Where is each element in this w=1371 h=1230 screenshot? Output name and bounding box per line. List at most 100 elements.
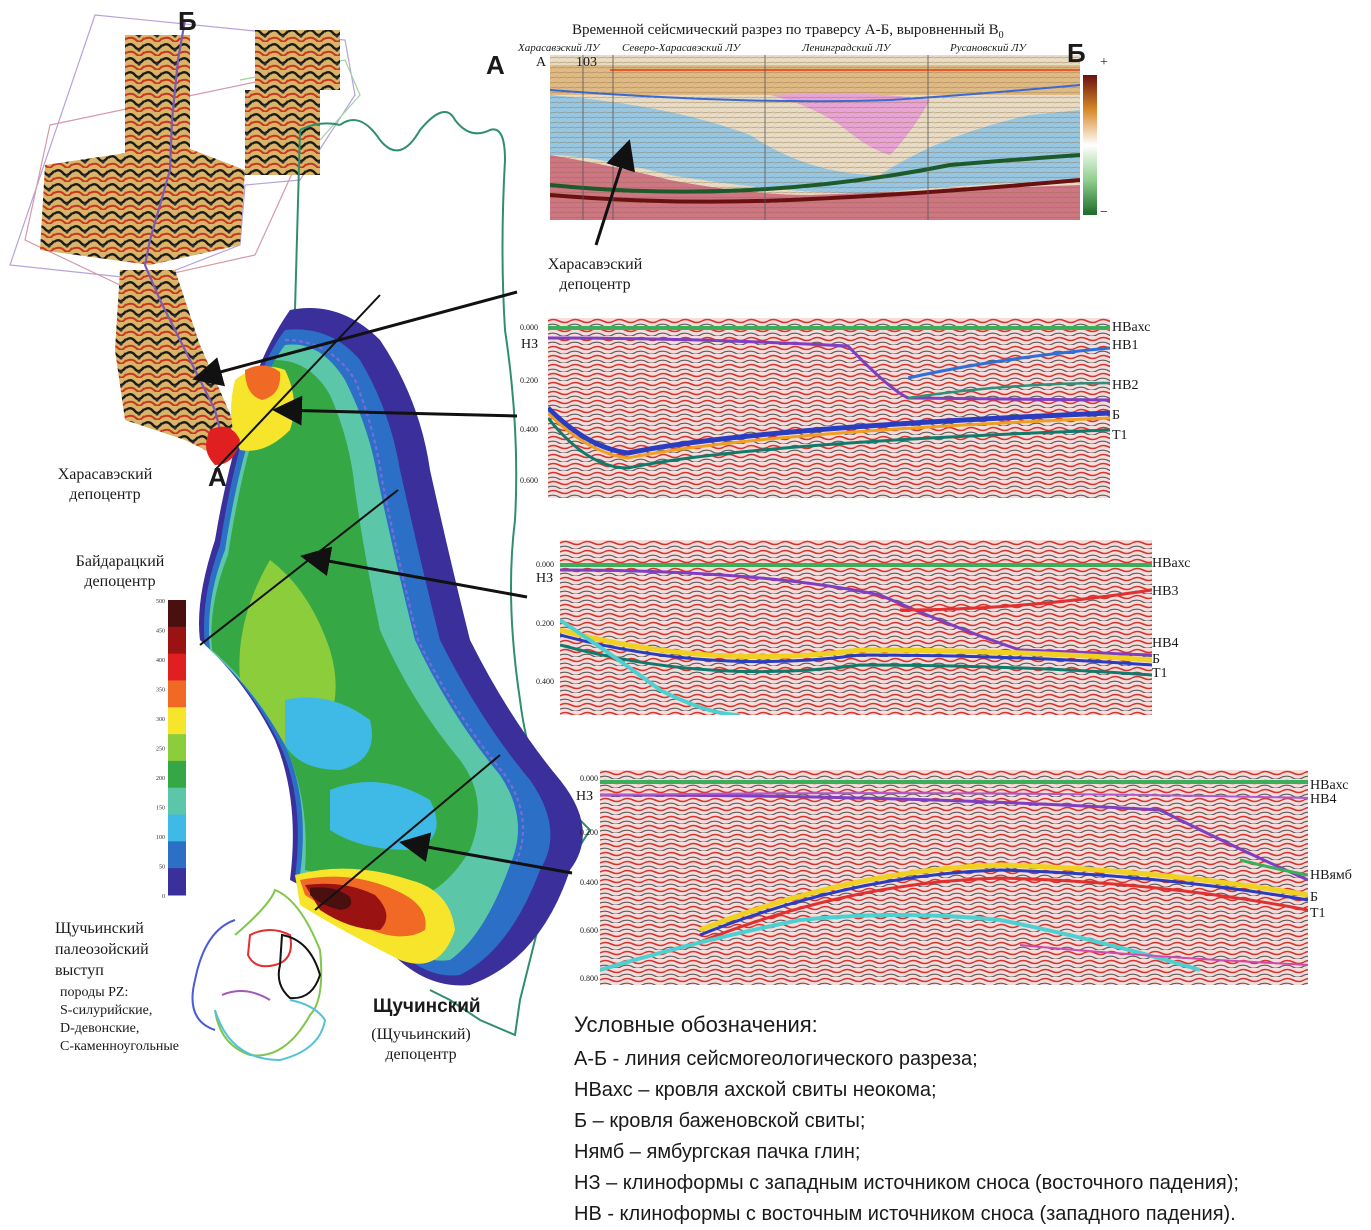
kharasavey-depocenter-label: Харасавэский депоцентр bbox=[40, 465, 170, 505]
colorbar-swatch bbox=[168, 626, 186, 655]
colorbar-swatch bbox=[168, 707, 186, 735]
section-3-horizon-3: Б bbox=[1310, 890, 1319, 905]
colorbar-swatch bbox=[168, 841, 186, 869]
label-line: породы PZ: bbox=[60, 985, 129, 1000]
section-1-time-3: 0.600 bbox=[520, 476, 538, 485]
seismic-section-3 bbox=[600, 770, 1308, 985]
shchuchinsky-title: Щучинский bbox=[373, 996, 481, 1017]
amplitude-scale bbox=[1083, 75, 1097, 215]
legend-item: Б – кровля баженовской свиты; bbox=[574, 1110, 866, 1132]
label-line: S-силурийские, bbox=[60, 1003, 153, 1018]
label-line: депоцентр bbox=[385, 1046, 457, 1063]
legend-item: НЗ – клиноформы с западным источником сн… bbox=[574, 1172, 1239, 1194]
area-label-3: Русановский ЛУ bbox=[950, 42, 1026, 54]
label-line: палеозойский bbox=[55, 941, 149, 958]
legend-title: Условные обозначения: bbox=[574, 1012, 818, 1037]
legend-item: НВ - клиноформы с восточным источником с… bbox=[574, 1203, 1236, 1225]
section-3-time-2: 0.400 bbox=[580, 878, 598, 887]
section-3-time-3: 0.600 bbox=[580, 926, 598, 935]
colorbar-tick: 400 bbox=[156, 658, 165, 664]
colorbar-tick: 300 bbox=[156, 717, 165, 723]
legend-item: НВахс – кровля ахской свиты неокома; bbox=[574, 1079, 937, 1101]
label-line: Щучьинский bbox=[55, 920, 144, 937]
section-2-horizon-1: НВ3 bbox=[1152, 584, 1179, 599]
colorbar-tick: 200 bbox=[156, 776, 165, 782]
section-1-horizon-0: НВахс bbox=[1112, 320, 1151, 335]
scale-plus-label: + bbox=[1100, 55, 1108, 70]
section-2-horizon-3: Б bbox=[1152, 652, 1161, 667]
section-1-nz: НЗ bbox=[521, 337, 539, 352]
section-2-horizon-4: Т1 bbox=[1152, 666, 1168, 681]
point-a-label: А bbox=[486, 50, 505, 80]
section-1-time-2: 0.400 bbox=[520, 425, 538, 434]
section-1-horizon-3: Б bbox=[1112, 408, 1121, 423]
label-line: выступ bbox=[55, 962, 104, 979]
colorbar-swatch bbox=[168, 653, 186, 681]
coastline bbox=[294, 111, 592, 1037]
section-1-horizon-1: НВ1 bbox=[1112, 338, 1139, 353]
section-2-nz: НЗ bbox=[536, 571, 554, 586]
section-3-horizon-4: Т1 bbox=[1310, 906, 1326, 921]
section-2-time-0: 0.000 bbox=[536, 560, 554, 569]
colorbar-tick: 350 bbox=[156, 688, 165, 694]
area-label-2: Ленинградский ЛУ bbox=[802, 42, 891, 54]
paleozoic-inset bbox=[191, 888, 327, 1062]
colorbar-swatch bbox=[168, 868, 186, 896]
label-line: Байдарацкий bbox=[75, 553, 165, 570]
section-1-time-0: 0.000 bbox=[520, 323, 538, 332]
map-point-a: А bbox=[208, 462, 227, 492]
area-label-0: Харасавэский ЛУ bbox=[518, 42, 600, 54]
legend: Условные обозначения: А-Б - линия сейсмо… bbox=[574, 1012, 1239, 1230]
legend-item: А-Б - линия сейсмогеологического разреза… bbox=[574, 1048, 978, 1070]
top-seismic-section bbox=[550, 55, 1080, 220]
section-2-time-2: 0.400 bbox=[536, 677, 554, 686]
scale-minus-label: − bbox=[1100, 205, 1108, 220]
label-line: Харасавэский bbox=[547, 256, 643, 273]
label-line: D-девонские, bbox=[60, 1021, 140, 1036]
colorbar-tick: 50 bbox=[159, 865, 165, 871]
colorbar-swatch bbox=[168, 814, 186, 842]
section-3-time-1: 0.200 bbox=[580, 828, 598, 837]
paleozoic-label: Щучьинский палеозойский выступ bbox=[55, 918, 149, 981]
colorbar-tick: 250 bbox=[156, 747, 165, 753]
colorbar-tick: 450 bbox=[156, 629, 165, 635]
section-3-horizon-0: НВахс bbox=[1310, 778, 1349, 793]
map-point-b: Б bbox=[178, 6, 197, 36]
shchuchinsky-sublabel: (Щучьинский) депоцентр bbox=[356, 1025, 486, 1065]
colorbar-swatch bbox=[168, 734, 186, 762]
well-label: 103 bbox=[576, 55, 597, 70]
baydaratsky-depocenter-label: Байдарацкий депоцентр bbox=[55, 552, 185, 592]
section-2-time-1: 0.200 bbox=[536, 619, 554, 628]
seismic-section-1 bbox=[548, 318, 1110, 498]
point-b-label: Б bbox=[1067, 38, 1086, 68]
section-2-horizon-0: НВахс bbox=[1152, 556, 1191, 571]
colorbar-swatch bbox=[168, 760, 186, 789]
label-line: (Щучьинский) bbox=[371, 1026, 471, 1043]
section-3-nz: НЗ bbox=[576, 789, 594, 804]
section-3-time-4: 0.800 bbox=[580, 974, 598, 983]
section-title-text: Временной сейсмический разрез по траверс… bbox=[572, 22, 999, 38]
seismic-section-2 bbox=[560, 540, 1152, 715]
paleozoic-rocks-label: породы PZ: S-силурийские, D-девонские, C… bbox=[60, 984, 179, 1056]
area-label-1: Северо-Харасавэский ЛУ bbox=[622, 42, 741, 54]
colorbar-swatch bbox=[168, 787, 186, 816]
end-a-label: A bbox=[536, 55, 547, 70]
label-line: C-каменноугольные bbox=[60, 1039, 180, 1054]
colorbar-tick: 150 bbox=[156, 806, 165, 812]
colorbar-tick: 100 bbox=[156, 835, 165, 841]
section-3-horizon-2: НВямб bbox=[1310, 868, 1352, 883]
label-line: депоцентр bbox=[69, 486, 141, 503]
section-1-time-1: 0.200 bbox=[520, 376, 538, 385]
label-line: депоцентр bbox=[84, 573, 156, 590]
seismic-attribute-mosaic bbox=[40, 19, 340, 455]
kharasavey-depocenter-top-label: Харасавэский депоцентр bbox=[535, 255, 655, 295]
thickness-map bbox=[199, 308, 583, 986]
section-1-horizon-2: НВ2 bbox=[1112, 378, 1139, 393]
colorbar-swatch bbox=[168, 600, 186, 628]
section-3-horizon-1: НВ4 bbox=[1310, 792, 1337, 807]
section-1-horizon-4: Т1 bbox=[1112, 428, 1128, 443]
legend-item: Нямб – ямбургская пачка глин; bbox=[574, 1141, 861, 1163]
